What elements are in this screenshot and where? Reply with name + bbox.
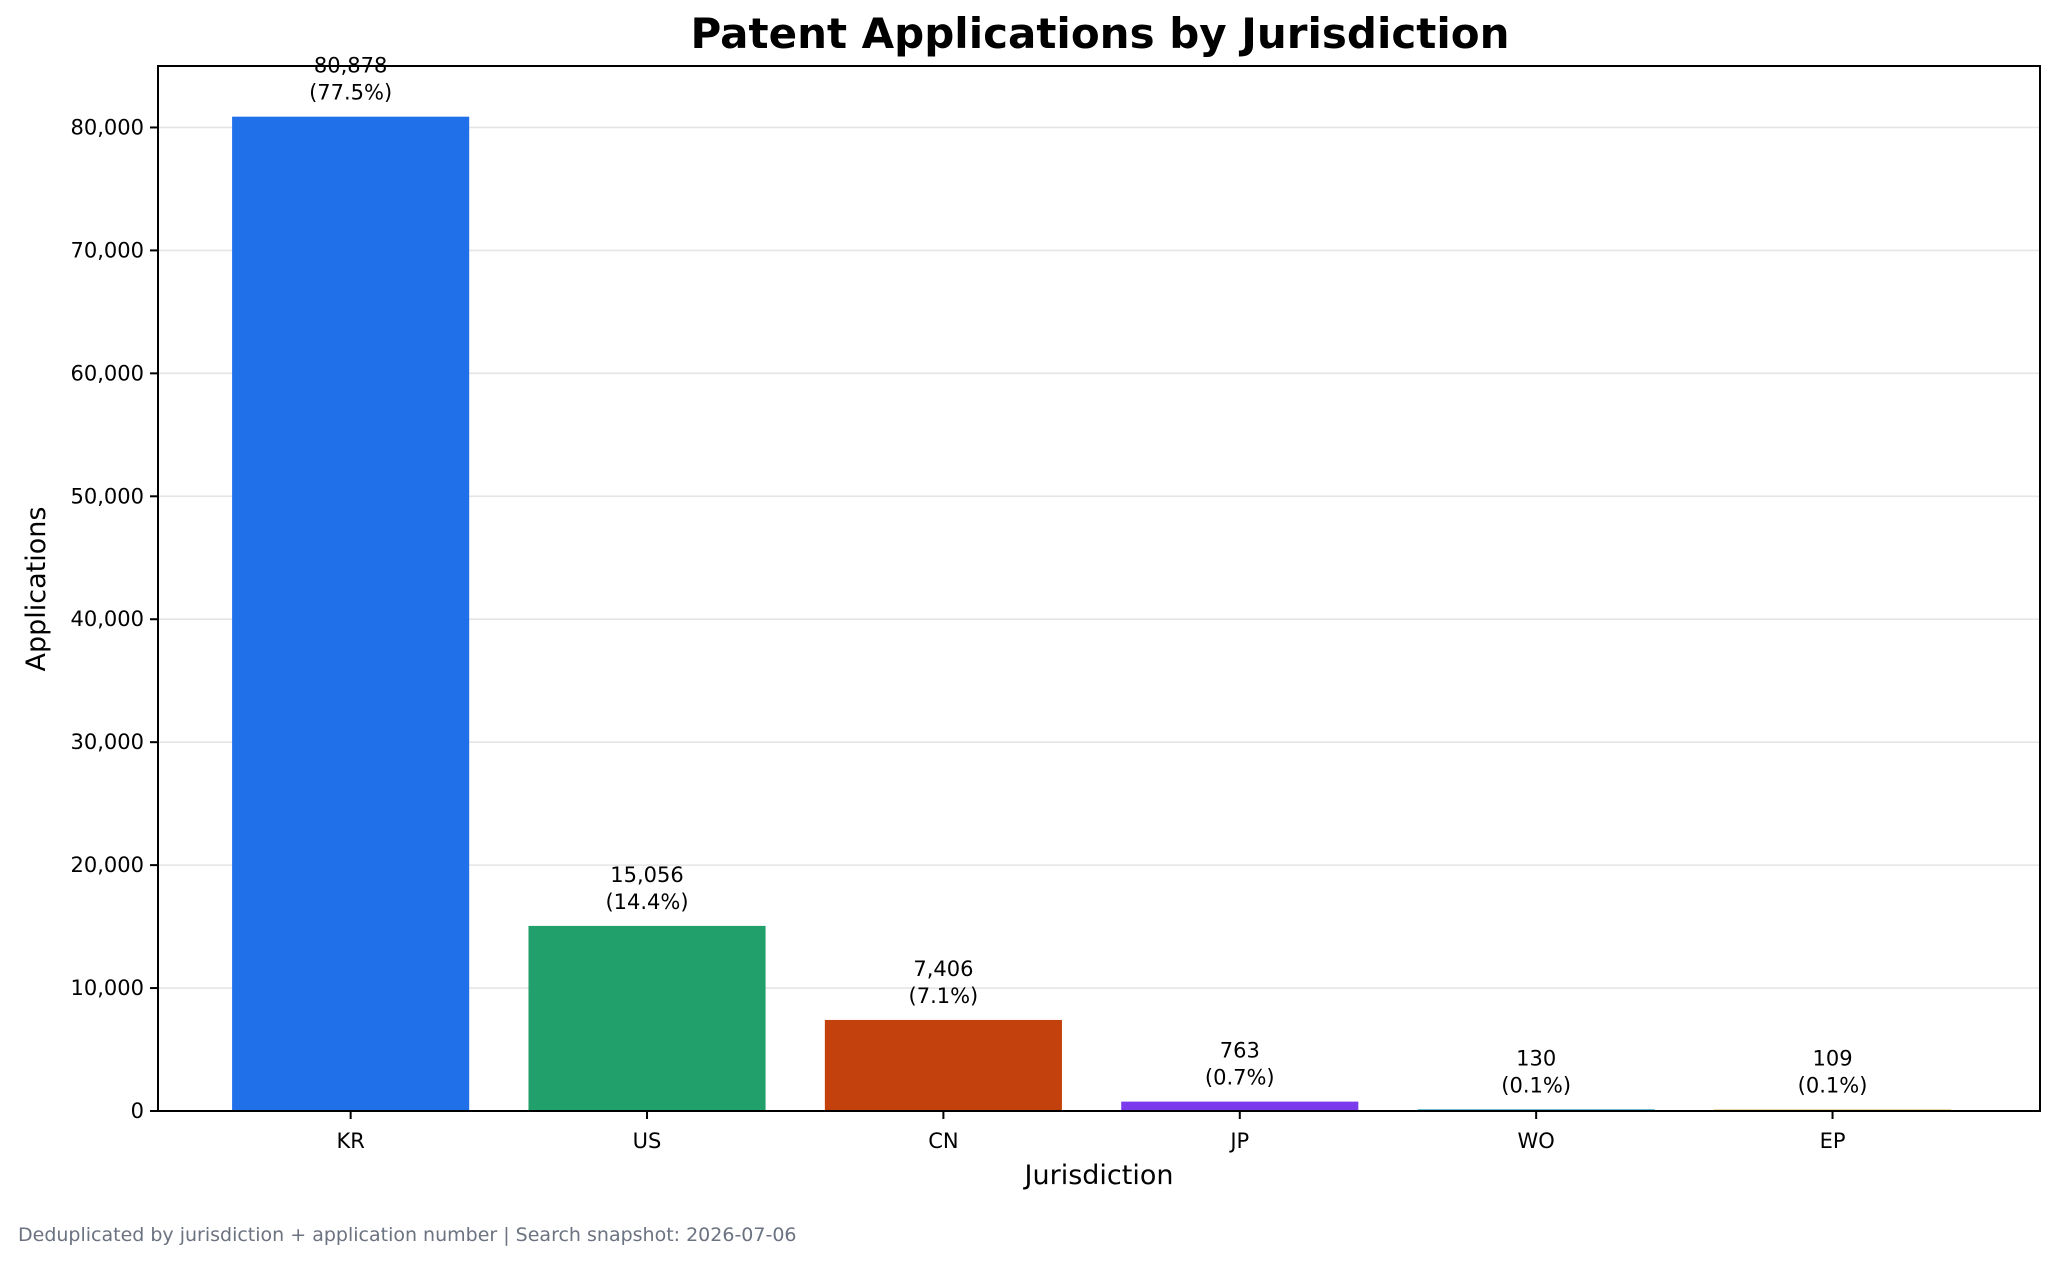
y-tick-label: 40,000 bbox=[71, 607, 144, 631]
x-tick-label: EP bbox=[1820, 1129, 1846, 1153]
data-label-value: 763 bbox=[1220, 1039, 1260, 1063]
data-label-value: 130 bbox=[1516, 1046, 1556, 1070]
footnote: Deduplicated by jurisdiction + applicati… bbox=[18, 1224, 797, 1246]
data-label-percent: (0.1%) bbox=[1501, 1073, 1571, 1097]
y-axis-label: Applications bbox=[21, 507, 52, 672]
x-tick-label: WO bbox=[1518, 1129, 1555, 1153]
x-axis-label: Jurisdiction bbox=[1023, 1160, 1174, 1191]
data-label-value: 109 bbox=[1812, 1047, 1852, 1071]
y-tick-label: 50,000 bbox=[71, 484, 144, 508]
data-label-value: 7,406 bbox=[913, 957, 973, 981]
y-tick-label: 20,000 bbox=[71, 853, 144, 877]
y-tick-label: 30,000 bbox=[71, 730, 144, 754]
bar-kr bbox=[232, 116, 470, 1112]
y-axis: 0 10,000 20,000 30,000 40,000 50,000 60,000 70,… bbox=[71, 115, 158, 1123]
x-tick-label: US bbox=[633, 1129, 662, 1153]
bar-us bbox=[528, 925, 766, 1111]
x-tick-label: JP bbox=[1228, 1129, 1249, 1153]
data-label-percent: (0.1%) bbox=[1798, 1074, 1868, 1098]
bar-cn bbox=[824, 1019, 1062, 1111]
y-tick-label: 80,000 bbox=[71, 115, 144, 139]
bar-layer bbox=[232, 116, 1952, 1112]
y-tick-label: 0 bbox=[131, 1099, 144, 1123]
y-tick-label: 10,000 bbox=[71, 976, 144, 1000]
data-labels: 80,878 (77.5%) 15,056 (14.4%) 7,406 (7.1%) 763… bbox=[309, 54, 1867, 1098]
data-label-percent: (77.5%) bbox=[309, 81, 392, 105]
data-label-percent: (14.4%) bbox=[605, 890, 688, 914]
x-tick-label: KR bbox=[336, 1129, 364, 1153]
data-label-percent: (7.1%) bbox=[909, 984, 979, 1008]
data-label-value: 15,056 bbox=[610, 863, 683, 887]
bar-jp bbox=[1121, 1101, 1359, 1111]
grid-layer bbox=[158, 126, 2040, 989]
data-label-percent: (0.7%) bbox=[1205, 1066, 1275, 1090]
x-axis: KR US CN JP WO EP bbox=[336, 1111, 1846, 1153]
x-tick-label: CN bbox=[928, 1129, 958, 1153]
plot-frame bbox=[157, 65, 2041, 1112]
y-tick-label: 60,000 bbox=[71, 361, 144, 385]
y-tick-label: 70,000 bbox=[71, 238, 144, 262]
data-label-value: 80,878 bbox=[314, 54, 387, 78]
chart-title: Patent Applications by Jurisdiction bbox=[691, 9, 1510, 58]
